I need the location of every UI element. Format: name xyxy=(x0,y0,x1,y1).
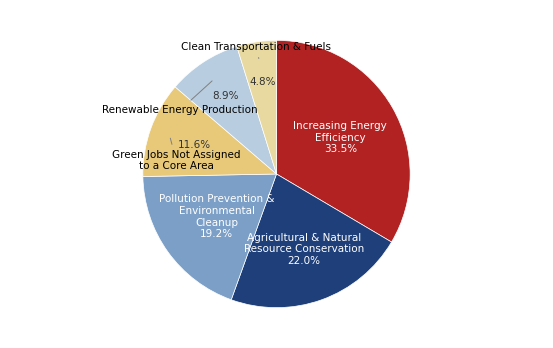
Text: 4.8%: 4.8% xyxy=(249,77,276,87)
Wedge shape xyxy=(143,174,276,300)
Text: Green Jobs Not Assigned
to a Core Area: Green Jobs Not Assigned to a Core Area xyxy=(112,138,241,172)
Text: 8.9%: 8.9% xyxy=(212,91,238,101)
Text: 11.6%: 11.6% xyxy=(178,140,211,150)
Wedge shape xyxy=(175,46,276,174)
Text: Pollution Prevention &
Environmental
Cleanup
19.2%: Pollution Prevention & Environmental Cle… xyxy=(159,195,274,239)
Wedge shape xyxy=(237,40,276,174)
Wedge shape xyxy=(143,87,276,176)
Text: Increasing Energy
Efficiency
33.5%: Increasing Energy Efficiency 33.5% xyxy=(294,121,387,154)
Text: Clean Transportation & Fuels: Clean Transportation & Fuels xyxy=(181,42,331,59)
Wedge shape xyxy=(276,40,410,242)
Wedge shape xyxy=(231,174,392,308)
Text: Agricultural & Natural
Resource Conservation
22.0%: Agricultural & Natural Resource Conserva… xyxy=(243,233,364,266)
Text: Renewable Energy Production: Renewable Energy Production xyxy=(102,81,258,115)
